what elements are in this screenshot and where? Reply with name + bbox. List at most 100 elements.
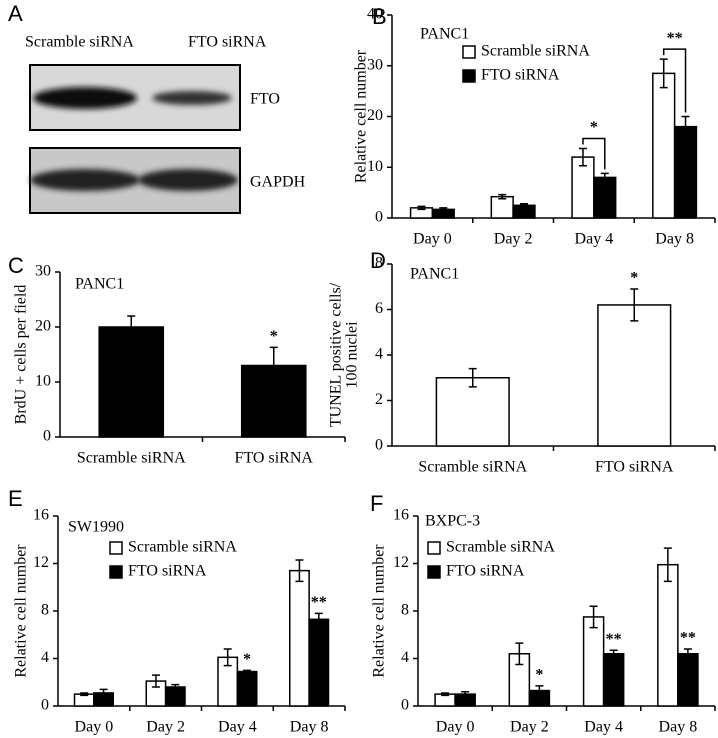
blot-panel: A Scramble siRNA FTO siRNA FTO GAPDH — [8, 1, 306, 214]
annotation: * — [590, 119, 598, 136]
band — [138, 169, 238, 191]
y-tick-label: 20 — [35, 318, 51, 335]
y-tick-label: 0 — [43, 428, 51, 445]
band-label: FTO — [250, 91, 280, 108]
error-bar — [243, 669, 252, 674]
y-axis-label: Relative cell number — [353, 49, 370, 183]
bar — [582, 616, 605, 707]
legend-label: Scramble siRNA — [128, 539, 237, 556]
x-tick-label: Day 0 — [436, 719, 475, 736]
error-bar — [663, 547, 672, 583]
x-tick-label: Day 8 — [659, 719, 698, 736]
y-tick-label: 8 — [401, 602, 409, 619]
bar — [602, 653, 625, 707]
bar — [677, 653, 699, 707]
error-bar — [515, 642, 524, 666]
x-tick-label: Day 2 — [146, 719, 185, 736]
bar — [289, 569, 310, 707]
error-bar — [127, 315, 136, 339]
y-tick-label: 16 — [393, 507, 409, 524]
legend-swatch — [109, 565, 123, 579]
y-tick-label: 4 — [375, 346, 383, 363]
y-axis-label: TUNEL positive cells/ — [328, 282, 345, 427]
panel-label: F — [370, 491, 383, 516]
x-tick-label: Scramble siRNA — [418, 459, 527, 476]
y-tick-label: 4 — [41, 649, 49, 666]
legend-swatch — [427, 541, 441, 555]
x-tick-label: Day 0 — [75, 719, 114, 736]
error-bar — [80, 692, 89, 697]
error-bar — [468, 367, 477, 388]
legend-swatch — [109, 541, 123, 555]
chart-title: BXPC-3 — [425, 513, 480, 530]
error-bar — [171, 683, 180, 691]
bar — [673, 125, 698, 219]
y-tick-label: 30 — [367, 56, 383, 73]
error-bar — [630, 288, 639, 322]
y-tick-label: 0 — [401, 697, 409, 714]
error-bar — [681, 115, 690, 138]
chart: F BXPC-3 Relative cell number 0 4 8 12 16 Day 0 D… — [370, 491, 716, 736]
y-tick-label: 10 — [35, 373, 51, 390]
annotation: ** — [606, 631, 622, 648]
y-axis-label: BrdU + cells per field — [13, 285, 30, 425]
error-bar — [314, 612, 323, 626]
error-bar — [417, 205, 426, 211]
annotation: ** — [667, 30, 683, 47]
error-bar — [589, 605, 598, 629]
y-tick-label: 4 — [401, 649, 409, 666]
y-tick-label: 0 — [41, 697, 49, 714]
y-tick-label: 20 — [367, 107, 383, 124]
error-bar — [520, 203, 529, 208]
y-tick-label: 16 — [33, 507, 49, 524]
x-tick-label: Day 0 — [413, 231, 452, 248]
bracket — [662, 48, 687, 113]
bar — [236, 670, 258, 707]
legend-swatch — [462, 45, 476, 59]
y-tick-label: 12 — [393, 554, 409, 571]
bar — [308, 618, 330, 707]
error-bar — [578, 147, 587, 167]
error-bar — [99, 688, 108, 698]
y-tick-label: 8 — [375, 255, 383, 272]
lane-label: FTO siRNA — [188, 34, 267, 51]
y-tick-label: 12 — [33, 554, 49, 571]
annotation: ** — [311, 594, 327, 611]
bar — [597, 304, 672, 447]
x-tick-label: Day 4 — [575, 231, 614, 248]
error-bar — [295, 559, 304, 583]
bar — [490, 195, 514, 219]
error-bar — [498, 193, 507, 200]
x-tick-label: FTO siRNA — [595, 459, 674, 476]
y-axis-label: 100 nuclei — [344, 321, 361, 389]
x-tick-label: Scramble siRNA — [77, 450, 186, 467]
y-axis-label: Relative cell number — [371, 544, 388, 678]
chart: B PANC1 Relative cell number 0 10 20 30 40 Day 0… — [353, 4, 716, 248]
legend-swatch — [427, 565, 441, 579]
bracket — [582, 137, 606, 170]
bar — [435, 377, 510, 447]
panel-label: E — [8, 486, 23, 511]
panel-label: D — [370, 248, 386, 273]
error-bar — [151, 674, 160, 688]
panel-label: B — [372, 4, 387, 29]
error-bar — [683, 648, 692, 660]
bar — [593, 176, 617, 219]
chart: C PANC1 BrdU + cells per field 0 10 20 30 Scram… — [8, 253, 346, 467]
chart-title: PANC1 — [420, 26, 469, 43]
legend-label: FTO siRNA — [481, 67, 560, 84]
error-bar — [461, 691, 470, 698]
error-bar — [269, 346, 278, 385]
x-tick-label: Day 8 — [290, 719, 329, 736]
chart: E SW1990 Relative cell number 0 4 8 12 16 Day 0 D… — [8, 486, 346, 736]
band — [152, 91, 232, 105]
chart-title: PANC1 — [75, 276, 124, 293]
y-tick-label: 10 — [367, 158, 383, 175]
annotation: * — [270, 328, 278, 345]
y-tick-label: 8 — [41, 602, 49, 619]
band-label: GAPDH — [250, 174, 306, 191]
annotation: ** — [680, 630, 696, 647]
x-tick-label: Day 4 — [584, 719, 623, 736]
y-tick-label: 0 — [375, 437, 383, 454]
